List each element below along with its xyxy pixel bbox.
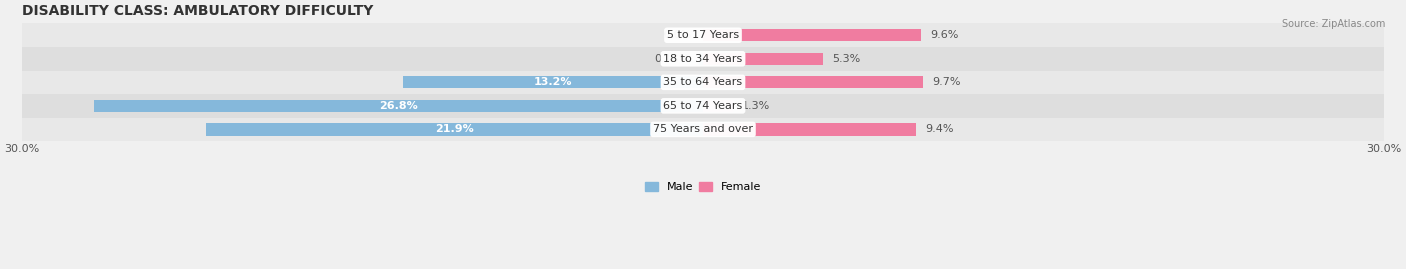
Text: Source: ZipAtlas.com: Source: ZipAtlas.com: [1281, 19, 1385, 29]
Text: 1.3%: 1.3%: [741, 101, 770, 111]
Bar: [21, 118, 1385, 141]
Text: 5.3%: 5.3%: [832, 54, 860, 64]
Text: 9.4%: 9.4%: [925, 124, 955, 134]
Text: 21.9%: 21.9%: [434, 124, 474, 134]
Bar: [699, 53, 703, 65]
Bar: [703, 53, 824, 65]
Bar: [703, 123, 917, 136]
Bar: [703, 100, 733, 112]
Bar: [21, 70, 1385, 94]
Text: 26.8%: 26.8%: [380, 101, 418, 111]
Text: 9.6%: 9.6%: [931, 30, 959, 40]
Bar: [21, 94, 1385, 118]
Text: DISABILITY CLASS: AMBULATORY DIFFICULTY: DISABILITY CLASS: AMBULATORY DIFFICULTY: [21, 4, 373, 18]
Text: 65 to 74 Years: 65 to 74 Years: [664, 101, 742, 111]
Text: 18 to 34 Years: 18 to 34 Years: [664, 54, 742, 64]
Text: 0.0%: 0.0%: [664, 30, 692, 40]
Text: 9.7%: 9.7%: [932, 77, 960, 87]
Bar: [703, 76, 924, 89]
Text: 0.18%: 0.18%: [654, 54, 690, 64]
Legend: Male, Female: Male, Female: [640, 178, 766, 197]
Text: 5 to 17 Years: 5 to 17 Years: [666, 30, 740, 40]
Bar: [404, 76, 703, 89]
Text: 35 to 64 Years: 35 to 64 Years: [664, 77, 742, 87]
Text: 13.2%: 13.2%: [534, 77, 572, 87]
Bar: [21, 23, 1385, 47]
Bar: [205, 123, 703, 136]
Bar: [21, 47, 1385, 70]
Text: 75 Years and over: 75 Years and over: [652, 124, 754, 134]
Bar: [703, 29, 921, 41]
Bar: [94, 100, 703, 112]
